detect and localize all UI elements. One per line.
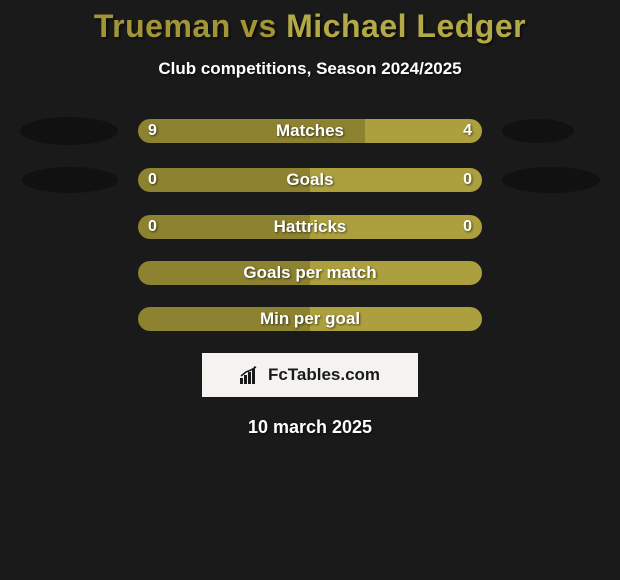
player-shadow-right: [502, 119, 574, 143]
title-player2: Michael Ledger: [286, 8, 526, 44]
page-title: Trueman vs Michael Ledger: [0, 0, 620, 45]
stat-row: Goals per match: [0, 261, 620, 285]
player-shadow-left: [22, 167, 118, 193]
stat-row: 00Goals: [0, 167, 620, 193]
stat-row: 00Hattricks: [0, 215, 620, 239]
stat-bar: 00Hattricks: [138, 215, 482, 239]
subtitle: Club competitions, Season 2024/2025: [0, 59, 620, 79]
stat-label: Goals per match: [138, 261, 482, 285]
stat-bar: Min per goal: [138, 307, 482, 331]
badge-text: FcTables.com: [268, 365, 380, 385]
player-shadow-left: [20, 117, 118, 145]
stats-container: 94Matches 00Goals 00Hattricks Goals per mat…: [0, 117, 620, 331]
stat-label: Goals: [138, 168, 482, 192]
title-player1: Trueman: [94, 8, 231, 44]
chart-icon: [240, 366, 262, 384]
stat-bar: Goals per match: [138, 261, 482, 285]
player-shadow-right: [502, 167, 600, 193]
title-vs: vs: [240, 8, 277, 44]
stat-label: Hattricks: [138, 215, 482, 239]
stat-row: 94Matches: [0, 117, 620, 145]
stat-bar: 00Goals: [138, 168, 482, 192]
source-badge: FcTables.com: [202, 353, 418, 397]
stat-row: Min per goal: [0, 307, 620, 331]
date-text: 10 march 2025: [0, 417, 620, 438]
stat-bar: 94Matches: [138, 119, 482, 143]
stat-label: Matches: [138, 119, 482, 143]
stat-label: Min per goal: [138, 307, 482, 331]
